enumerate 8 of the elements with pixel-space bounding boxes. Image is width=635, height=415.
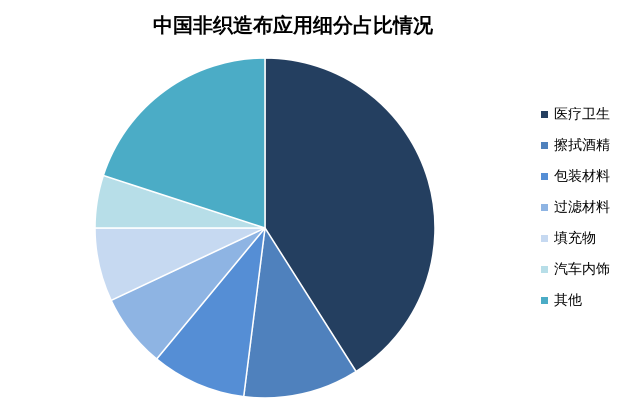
legend-label: 医疗卫生 xyxy=(554,106,610,122)
legend-label: 填充物 xyxy=(553,230,596,246)
legend-label: 其他 xyxy=(554,292,582,308)
legend-label: 汽车内饰 xyxy=(554,262,610,278)
legend-label: 擦拭酒精 xyxy=(554,138,610,154)
legend-label: 包装材料 xyxy=(554,168,610,184)
chart-title: 中国非织造布应用细分占比情况 xyxy=(153,13,434,37)
legend-label: 过滤材料 xyxy=(554,200,610,216)
